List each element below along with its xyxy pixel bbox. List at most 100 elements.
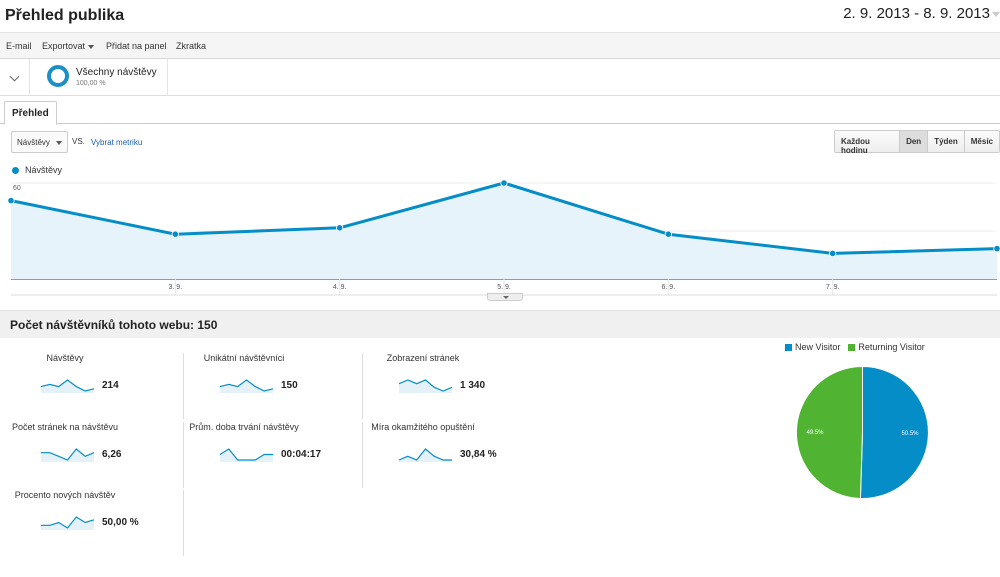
pie-legend-label: Returning Visitor bbox=[858, 342, 925, 352]
sparkline-area bbox=[220, 449, 273, 462]
sparkline-line bbox=[41, 516, 95, 529]
data-point[interactable] bbox=[664, 230, 672, 238]
pie-legend: New Visitor Returning Visitor bbox=[785, 342, 925, 352]
metric-select-value: Návštěvy bbox=[17, 138, 50, 147]
legend-label: Návštěvy bbox=[25, 165, 63, 175]
data-point[interactable] bbox=[171, 230, 179, 238]
sparkline bbox=[41, 516, 95, 530]
metric-value: 214 bbox=[102, 380, 119, 391]
series-area bbox=[11, 183, 997, 279]
email-button[interactable]: E-mail bbox=[6, 41, 32, 51]
period-week-button[interactable]: Týden bbox=[928, 131, 965, 152]
data-point[interactable] bbox=[829, 249, 837, 258]
divider bbox=[183, 353, 184, 419]
divider bbox=[362, 353, 363, 419]
segment-toggle-button[interactable] bbox=[0, 59, 30, 96]
chevron-down-icon bbox=[56, 141, 62, 145]
data-point[interactable] bbox=[7, 196, 15, 205]
metric-value: 6,26 bbox=[102, 449, 122, 460]
divider bbox=[362, 422, 363, 488]
period-day-button[interactable]: Den bbox=[900, 131, 929, 152]
x-tick-label: 6. 9. bbox=[662, 284, 676, 291]
page-title: Přehled publika bbox=[5, 7, 125, 24]
x-tick-label: 7. 9. bbox=[826, 284, 840, 291]
sparkline bbox=[219, 379, 274, 393]
chart-resize-handle[interactable] bbox=[487, 293, 523, 301]
tab-row: Přehled bbox=[0, 100, 1000, 125]
sparkline-line bbox=[40, 379, 95, 392]
pie-slice[interactable] bbox=[795, 365, 863, 499]
legend-swatch bbox=[848, 343, 856, 351]
tab-overview[interactable]: Přehled bbox=[4, 101, 57, 125]
chevron-down-icon bbox=[9, 71, 20, 82]
metric-label: Procento nových návštěv bbox=[14, 490, 116, 500]
x-tick-label: 5. 9. bbox=[497, 284, 511, 291]
pie-slice-label: 50.5% bbox=[901, 431, 919, 437]
sparkline-line bbox=[398, 379, 453, 392]
segment-name: Všechny návštěvy bbox=[76, 67, 157, 78]
report-toolbar: E-mail Exportovat Přidat na panel Zkratk… bbox=[0, 32, 1000, 59]
metric-label: Unikátní návštěvníci bbox=[203, 353, 285, 363]
chevron-down-icon bbox=[503, 296, 509, 299]
data-point[interactable] bbox=[993, 245, 1000, 253]
x-tick-label: 4. 9. bbox=[333, 284, 347, 291]
page-header: Přehled publika 2. 9. 2013 - 8. 9. 2013 bbox=[0, 0, 1000, 32]
metric-card[interactable]: Počet stránek na návštěvu 6,26 bbox=[0, 422, 184, 488]
y-tick-label: 60 bbox=[13, 185, 21, 192]
metric-label: Míra okamžitého opuštění bbox=[371, 422, 475, 432]
visitor-type-pie-chart: 50.5% 49.5% bbox=[795, 365, 929, 499]
pie-legend-label: New Visitor bbox=[795, 342, 841, 352]
metric-label: Počet stránek na návštěvu bbox=[11, 422, 119, 432]
segment-all-visits[interactable]: Všechny návštěvy 100,00 % bbox=[38, 59, 168, 96]
metric-label: Prům. doba trvání návštěvy bbox=[189, 422, 299, 432]
date-range-picker[interactable]: 2. 9. 2013 - 8. 9. 2013 bbox=[843, 5, 990, 22]
metric-value: 150 bbox=[281, 380, 298, 391]
export-menu-button[interactable]: Exportovat bbox=[42, 41, 95, 51]
sparkline-area bbox=[220, 380, 273, 393]
pick-metric-link[interactable]: Vybrat metriku bbox=[91, 138, 143, 147]
segment-bar: Všechny návštěvy 100,00 % bbox=[0, 59, 1000, 96]
period-hourly-button[interactable]: Každou hodinu bbox=[835, 131, 901, 155]
period-month-button[interactable]: Měsíc bbox=[964, 131, 999, 152]
metric-value: 50,00 % bbox=[102, 517, 139, 528]
chevron-down-icon[interactable] bbox=[992, 12, 1000, 17]
sparkline-line bbox=[398, 448, 452, 461]
shortcut-button[interactable]: Zkratka bbox=[176, 41, 207, 51]
sparkline-line bbox=[219, 448, 273, 461]
summary-section-bar: Počet návštěvníků tohoto webu: 150 bbox=[0, 310, 1000, 338]
data-point[interactable] bbox=[336, 224, 344, 232]
export-label: Exportovat bbox=[42, 41, 86, 51]
pie-slice[interactable] bbox=[859, 365, 929, 499]
metric-card[interactable]: Prům. doba trvání návštěvy 00:04:17 bbox=[179, 422, 363, 488]
vs-label: VS. bbox=[72, 137, 85, 146]
metric-card[interactable]: Míra okamžitého opuštění 30,84 % bbox=[358, 422, 538, 488]
sparkline-area bbox=[41, 380, 94, 393]
metric-label: Zobrazení stránek bbox=[386, 353, 460, 363]
sparkline bbox=[398, 379, 453, 393]
x-tick-label: 3. 9. bbox=[169, 284, 183, 291]
pie-legend-item[interactable]: New Visitor bbox=[785, 342, 840, 352]
sparkline-area bbox=[41, 449, 94, 462]
add-to-dashboard-button[interactable]: Přidat na panel bbox=[106, 41, 167, 51]
period-selector: Každou hodinu Den Týden Měsíc bbox=[834, 130, 1000, 155]
sparkline bbox=[398, 448, 452, 462]
section-title: Počet návštěvníků tohoto webu: 150 bbox=[10, 318, 218, 332]
sparkline bbox=[40, 379, 95, 393]
sparkline-line bbox=[41, 448, 95, 461]
segment-percent: 100,00 % bbox=[76, 80, 106, 87]
sparkline bbox=[219, 448, 273, 462]
metric-card[interactable]: Návštěvy 214 bbox=[0, 353, 184, 419]
pie-legend-item[interactable]: Returning Visitor bbox=[848, 342, 925, 352]
metric-card[interactable]: Unikátní návštěvníci 150 bbox=[179, 353, 363, 419]
metric-card[interactable]: Procento nových návštěv 50,00 % bbox=[0, 490, 184, 556]
divider bbox=[183, 422, 184, 488]
legend-marker bbox=[12, 167, 19, 174]
divider bbox=[183, 490, 184, 556]
metric-card[interactable]: Zobrazení stránek 1 340 bbox=[358, 353, 538, 419]
metric-select[interactable]: Návštěvy bbox=[11, 131, 68, 153]
chevron-down-icon bbox=[88, 44, 95, 49]
data-point[interactable] bbox=[500, 180, 508, 187]
metric-value: 1 340 bbox=[460, 380, 486, 391]
segment-ring-icon bbox=[47, 65, 69, 87]
visits-line-chart: 60303. 9.4. 9.5. 9.6. 9.7. 9. bbox=[7, 180, 1000, 296]
